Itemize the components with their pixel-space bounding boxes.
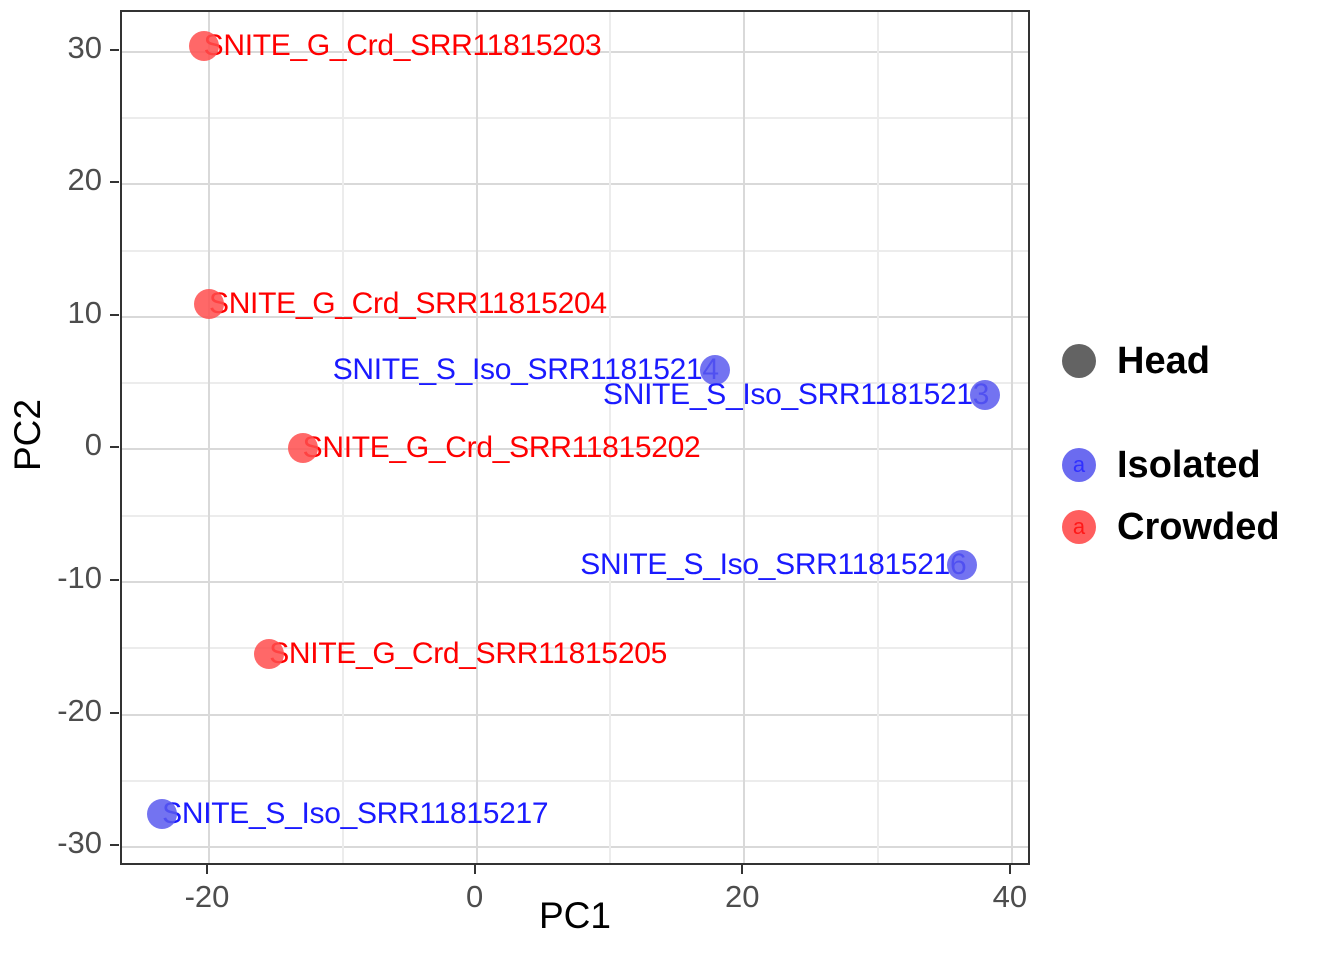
y-tick-label: 30 — [67, 29, 102, 65]
gridline-vertical-major — [207, 12, 210, 863]
data-point[interactable] — [147, 798, 178, 829]
data-point[interactable] — [699, 354, 730, 385]
x-tick-label: 40 — [992, 879, 1028, 914]
gridline-horizontal-major — [122, 183, 1028, 186]
point-label: SNITE_G_Crd_SRR11815204 — [208, 286, 607, 320]
legend: Head a Isolated a Crowded — [1055, 330, 1344, 558]
gridline-horizontal-minor — [122, 249, 1028, 252]
point-label: SNITE_S_Iso_SRR11815216 — [580, 547, 967, 581]
gridline-vertical-minor — [341, 12, 344, 863]
gridline-horizontal-major — [122, 846, 1028, 849]
gridline-horizontal-major — [122, 448, 1028, 451]
gridline-horizontal-minor — [122, 647, 1028, 650]
y-tick-mark — [110, 579, 119, 581]
data-point[interactable] — [947, 549, 978, 580]
legend-dot-icon: a — [1062, 510, 1096, 544]
y-tick-mark — [110, 711, 119, 714]
y-tick-label: -10 — [57, 560, 102, 595]
gridline-vertical-major — [743, 12, 746, 863]
point-label: SNITE_S_Iso_SRR11815213 — [603, 378, 990, 412]
legend-title-dot-icon — [1062, 344, 1096, 378]
point-label: SNITE_G_Crd_SRR11815202 — [302, 431, 701, 465]
gridline-vertical-minor — [609, 12, 612, 863]
x-tick-mark — [741, 865, 744, 874]
gridline-horizontal-major — [122, 315, 1028, 318]
point-label: SNITE_S_Iso_SRR11815214 — [332, 352, 719, 386]
gridline-horizontal-major — [122, 50, 1028, 53]
plot-panel: SNITE_S_Iso_SRR11815214 SNITE_S_Iso_SRR11… — [120, 10, 1030, 865]
legend-entry-crowded[interactable]: a Crowded — [1055, 496, 1344, 558]
gridline-horizontal-minor — [122, 117, 1028, 120]
y-tick-label: 10 — [67, 294, 102, 330]
x-tick-label: 20 — [725, 879, 760, 914]
y-tick-label: -20 — [57, 692, 102, 728]
data-point[interactable] — [188, 31, 219, 62]
x-tick-label: -20 — [184, 879, 230, 914]
data-point[interactable] — [287, 433, 318, 464]
gridline-vertical-major — [475, 12, 478, 863]
y-tick-label: -30 — [57, 825, 102, 861]
y-tick-mark — [110, 844, 119, 847]
y-tick-label: 0 — [84, 427, 102, 463]
legend-key: a — [1055, 503, 1103, 551]
point-label: SNITE_S_Iso_SRR11815217 — [162, 796, 549, 830]
x-axis-title: PC1 — [120, 895, 1030, 937]
y-tick-mark — [110, 181, 119, 184]
legend-dot-icon: a — [1062, 448, 1096, 482]
legend-title-row: Head — [1055, 330, 1344, 392]
x-tick-mark — [1008, 865, 1011, 874]
legend-entries: a Isolated a Crowded — [1055, 434, 1344, 558]
x-axis-title-text: PC1 — [539, 895, 611, 936]
x-tick-label: 0 — [466, 879, 484, 914]
point-label: SNITE_G_Crd_SRR11815205 — [269, 636, 667, 670]
legend-entry-label: Crowded — [1117, 505, 1280, 548]
gridline-horizontal-major — [122, 581, 1028, 583]
legend-entry-label: Isolated — [1117, 443, 1261, 486]
y-tick-mark — [110, 48, 119, 51]
x-tick-mark — [205, 865, 208, 874]
y-tick-mark — [110, 446, 119, 449]
gridline-horizontal-minor — [122, 779, 1028, 782]
data-point[interactable] — [193, 288, 224, 319]
legend-key: a — [1055, 441, 1103, 489]
gridline-vertical-minor — [877, 12, 880, 863]
y-tick-label: 20 — [67, 162, 102, 198]
x-tick-mark — [473, 865, 476, 874]
gridline-horizontal-minor — [122, 514, 1028, 517]
point-label: SNITE_G_Crd_SRR11815203 — [203, 29, 602, 63]
legend-title-key — [1055, 337, 1103, 385]
legend-spacer — [1055, 392, 1344, 434]
legend-entry-isolated[interactable]: a Isolated — [1055, 434, 1344, 496]
y-tick-mark — [110, 313, 119, 316]
gridline-horizontal-major — [122, 713, 1028, 716]
legend-title-label: Head — [1117, 339, 1210, 382]
gridline-vertical-major — [1010, 12, 1013, 863]
gridline-horizontal-minor — [122, 382, 1028, 385]
data-point[interactable] — [254, 638, 285, 669]
data-point[interactable] — [970, 380, 1001, 411]
